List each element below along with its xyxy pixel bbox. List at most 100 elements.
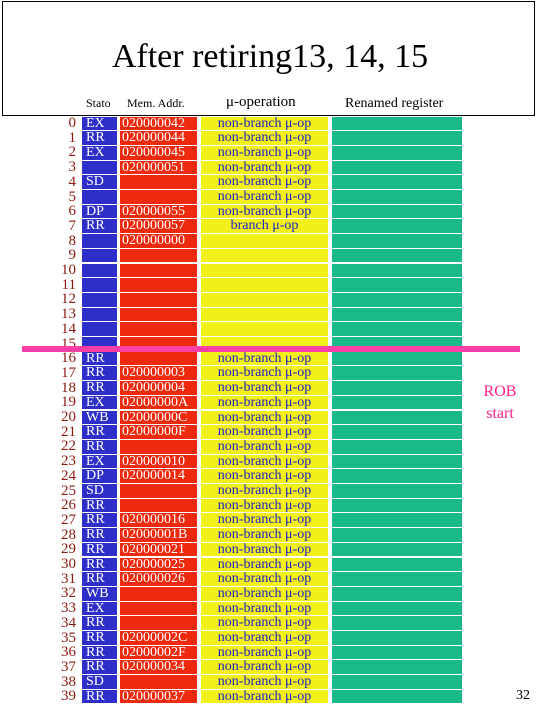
row-index: 34	[61, 614, 76, 631]
row-index: 16	[61, 350, 76, 367]
state-cell	[82, 160, 117, 175]
table-row: 20 WB 02000000C non-branch μ-op	[0, 410, 540, 425]
slide-title: After retiring13, 14, 15	[111, 38, 429, 75]
address-cell: 02000002F	[120, 645, 197, 660]
address-cell: 020000014	[120, 469, 197, 483]
state-cell: RR	[82, 616, 117, 630]
operation-cell: non-branch μ-op	[201, 513, 328, 528]
operation-cell: non-branch μ-op	[201, 204, 328, 219]
address-cell: 020000034	[120, 660, 197, 675]
address-cell	[120, 307, 197, 322]
register-cell	[332, 454, 462, 469]
operation-cell: non-branch μ-op	[201, 366, 328, 381]
address-cell: 020000004	[120, 381, 197, 395]
operation-cell	[201, 263, 328, 278]
row-index: 11	[61, 276, 76, 293]
state-cell: WB	[82, 587, 117, 601]
table-row: 29 RR 020000021 non-branch μ-op	[0, 542, 540, 557]
address-cell: 020000003	[120, 366, 197, 381]
address-cell: 020000021	[120, 542, 197, 557]
operation-cell: non-branch μ-op	[201, 484, 328, 498]
rob-label-line1: ROB	[483, 383, 517, 400]
operation-cell: non-branch μ-op	[201, 395, 328, 410]
register-cell	[332, 248, 462, 263]
operation-cell	[201, 307, 328, 322]
register-cell	[332, 131, 462, 145]
register-cell	[332, 557, 462, 572]
operation-cell: non-branch μ-op	[201, 469, 328, 483]
row-index: 24	[61, 467, 76, 484]
register-cell	[332, 631, 462, 645]
register-cell	[332, 513, 462, 528]
register-cell	[332, 322, 462, 336]
state-cell: DP	[82, 469, 117, 483]
operation-cell	[201, 292, 328, 307]
address-cell	[120, 351, 197, 366]
operation-cell: non-branch μ-op	[201, 498, 328, 513]
state-cell: RR	[82, 440, 117, 454]
register-cell	[332, 645, 462, 660]
rob-start-label: ROB start	[470, 381, 530, 425]
table-row: 14	[0, 321, 540, 337]
table-row: 21 RR 02000000F non-branch μ-op	[0, 423, 540, 440]
row-index: 10	[61, 262, 76, 278]
register-cell	[332, 307, 462, 322]
state-cell: RR	[82, 645, 117, 660]
table-row: 23 EX 020000010 non-branch μ-op	[0, 454, 540, 469]
state-cell: DP	[82, 204, 117, 219]
register-cell	[332, 425, 462, 439]
row-index: 37	[61, 658, 76, 675]
operation-cell: non-branch μ-op	[201, 586, 328, 601]
register-cell	[332, 498, 462, 513]
address-cell: 020000010	[120, 454, 197, 469]
register-cell	[332, 660, 462, 675]
state-cell	[82, 190, 117, 204]
row-index: 5	[68, 188, 77, 205]
row-index: 35	[61, 629, 76, 646]
address-cell: 020000016	[120, 513, 197, 528]
register-cell	[332, 292, 462, 307]
header-operation: μ-operation	[226, 94, 296, 110]
row-index: 38	[61, 673, 76, 690]
address-cell: 020000045	[120, 145, 197, 160]
address-cell: 020000000	[120, 234, 197, 248]
state-cell	[82, 307, 117, 322]
address-cell: 020000025	[120, 557, 197, 572]
register-cell	[332, 175, 462, 189]
table-row: 32 WB non-branch μ-op	[0, 586, 540, 601]
table-row: 19 EX 02000000A non-branch μ-op	[0, 395, 540, 410]
address-cell	[120, 292, 197, 307]
register-cell	[332, 601, 462, 616]
operation-cell: non-branch μ-op	[201, 175, 328, 189]
operation-cell: non-branch μ-op	[201, 131, 328, 145]
state-cell: RR	[82, 513, 117, 528]
operation-cell: non-branch μ-op	[201, 145, 328, 160]
row-index: 22	[61, 438, 76, 455]
address-cell: 02000000F	[120, 425, 197, 439]
operation-cell	[201, 322, 328, 336]
rob-start-marker	[22, 346, 520, 352]
page-number: 32	[516, 688, 530, 703]
register-cell	[332, 439, 462, 454]
row-index: 36	[61, 644, 76, 661]
row-index: 21	[61, 423, 76, 440]
row-index: 39	[61, 688, 76, 705]
table-row: 17 RR 020000003 non-branch μ-op	[0, 366, 540, 381]
operation-cell: non-branch μ-op	[201, 454, 328, 469]
table-row: 8 020000000	[0, 233, 540, 249]
operation-cell: branch μ-op	[201, 219, 328, 234]
table-row: 10	[0, 263, 540, 278]
address-cell: 020000051	[120, 160, 197, 175]
row-index: 7	[68, 217, 77, 234]
register-cell	[332, 395, 462, 410]
state-cell	[82, 292, 117, 307]
operation-cell	[201, 248, 328, 263]
address-cell	[120, 484, 197, 498]
header-address: Mem. Addr.	[127, 96, 185, 110]
table-row: 16 RR non-branch μ-op	[0, 351, 540, 366]
table-row: 26 RR non-branch μ-op	[0, 498, 540, 513]
state-cell: SD	[82, 175, 117, 189]
address-cell	[120, 601, 197, 616]
address-cell	[120, 498, 197, 513]
row-index: 9	[68, 247, 77, 264]
